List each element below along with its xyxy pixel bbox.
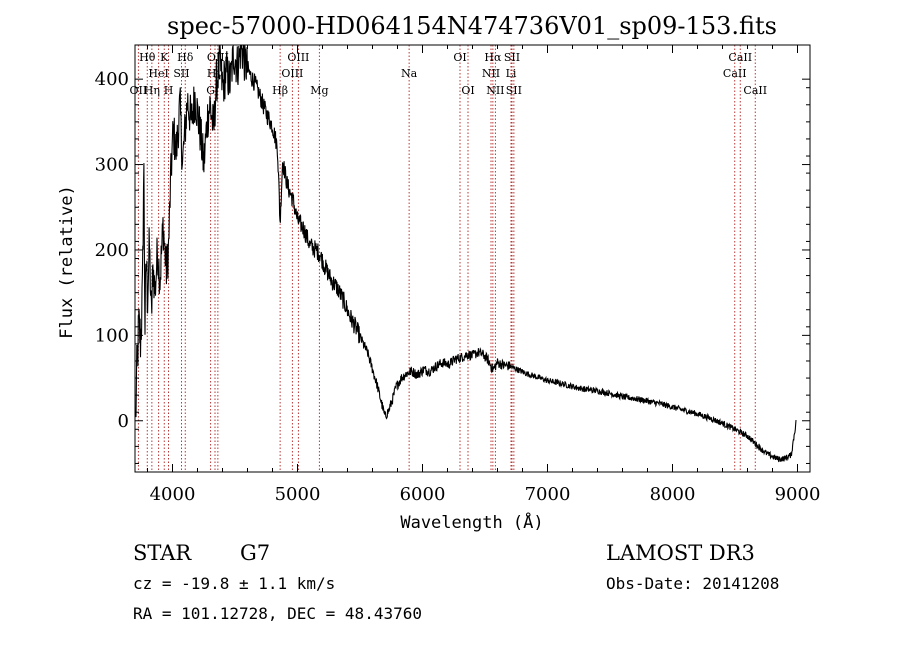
y-tick-label: 400 xyxy=(95,69,129,90)
spectral-line-label: K xyxy=(160,51,169,64)
spectral-line-label: NII xyxy=(482,67,500,80)
spectral-line-label: CaII xyxy=(728,51,752,64)
spectral-line-label: Li xyxy=(506,67,517,80)
spectral-line-label: HeI xyxy=(148,67,168,80)
y-tick-label: 300 xyxy=(95,155,129,176)
spectral-line-label: SII xyxy=(506,84,522,97)
spectral-line-label: Hδ xyxy=(177,51,194,64)
spectral-line-label: OI xyxy=(453,51,466,64)
y-tick-label: 200 xyxy=(95,240,129,261)
spectral-line-label: CaII xyxy=(723,67,747,80)
spectral-line-label: Hη xyxy=(144,84,160,97)
object-subclass: G7 xyxy=(240,541,270,565)
y-axis-ticks: 0 100 200 300 400 xyxy=(95,69,810,464)
spectral-line-label: OII xyxy=(130,84,148,97)
y-tick-label: 0 xyxy=(118,411,129,432)
x-tick-label: 4000 xyxy=(150,484,196,505)
x-axis-ticks: 4000 5000 6000 7000 8000 9000 xyxy=(147,45,821,505)
spectral-line-label: NII xyxy=(486,84,504,97)
redshift-text: cz = -19.8 ± 1.1 km/s xyxy=(133,574,335,593)
spectral-line-label: G xyxy=(206,84,215,97)
spectral-line-label: SII xyxy=(504,51,520,64)
x-tick-label: 7000 xyxy=(525,484,571,505)
x-axis-label: Wavelength (Å) xyxy=(400,511,543,533)
chart-title: spec-57000-HD064154N474736V01_sp09-153.f… xyxy=(167,12,777,40)
x-tick-label: 5000 xyxy=(275,484,321,505)
spectral-line-label: Mg xyxy=(310,84,328,97)
spectral-line-label: OIII xyxy=(281,67,303,80)
coordinates-text: RA = 101.12728, DEC = 48.43760 xyxy=(133,604,422,623)
object-class: STAR xyxy=(133,541,192,565)
spectral-line-label: Hθ xyxy=(139,51,156,64)
spectral-line-labels: HθOIIHηHeIKHSIIHδGHγOIIIHβOIIIOIIIMgNaOI… xyxy=(130,51,768,97)
y-tick-label: 100 xyxy=(95,325,129,346)
spectrum-series-line xyxy=(135,44,797,463)
spectral-line-label: Hβ xyxy=(272,84,288,97)
y-axis-label: Flux (relative) xyxy=(57,185,77,339)
spectral-line-label: H xyxy=(164,84,174,97)
x-tick-label: 6000 xyxy=(400,484,446,505)
spectral-line-label: CaII xyxy=(743,84,767,97)
observation-date: Obs-Date: 20141208 xyxy=(606,574,779,593)
spectral-line-label: OI xyxy=(461,84,474,97)
spectral-line-label: OIII xyxy=(207,51,229,64)
x-tick-label: 8000 xyxy=(650,484,696,505)
spectral-line-label: Hα xyxy=(484,51,502,64)
x-tick-label: 9000 xyxy=(775,484,821,505)
survey-name: LAMOST DR3 xyxy=(606,541,755,565)
spectral-line-label: OIII xyxy=(287,51,309,64)
spectral-line-label: Na xyxy=(401,67,418,80)
spectral-line-label: SII xyxy=(173,67,189,80)
